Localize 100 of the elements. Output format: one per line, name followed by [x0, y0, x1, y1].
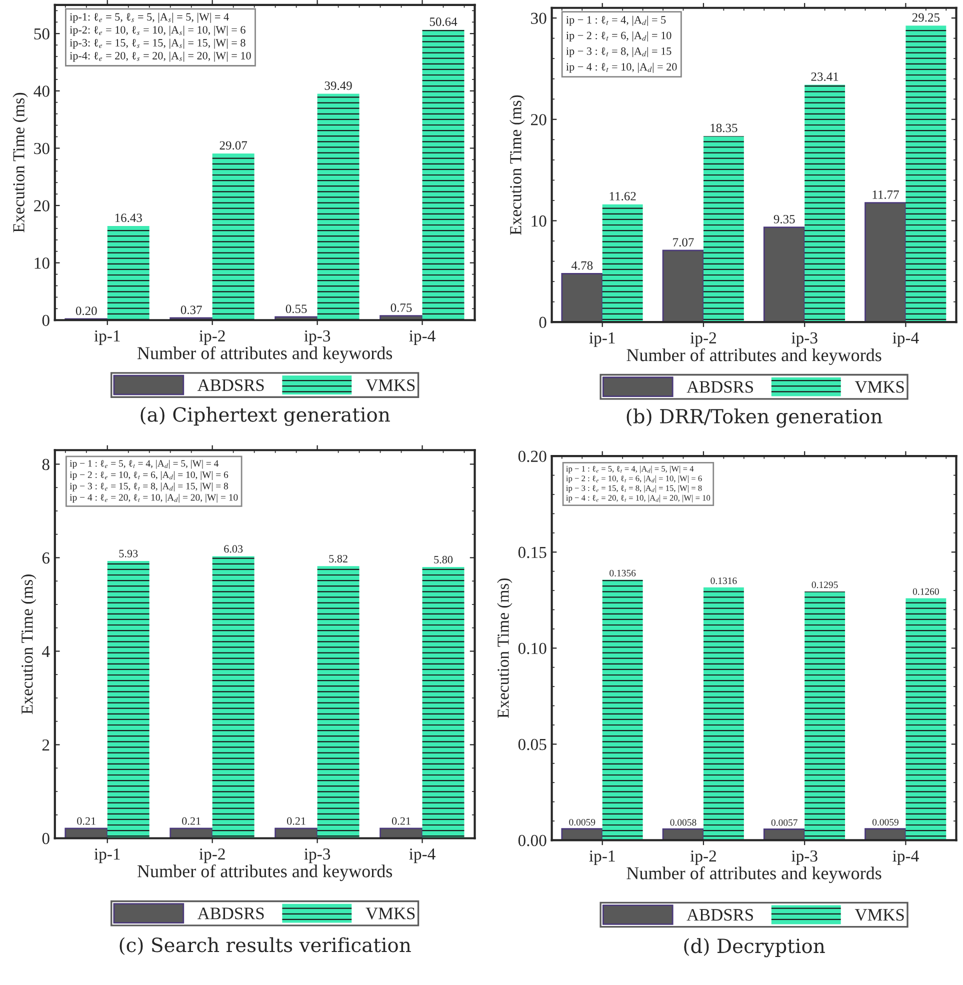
data-label: 0.1260: [912, 588, 939, 595]
text: (b) DRR/Token generation: [626, 408, 882, 428]
data-label: 0.1295: [812, 582, 838, 588]
annotation: ip-3: ℓ$_{e}$ = 15, ℓ$_{s}$ = 15, |A$_{s}$| = 15, |W| = 8: [70, 38, 246, 49]
legend-label: ABDSRS: [197, 379, 264, 391]
annotation: ip-4: ℓ$_{e}$ = 20, ℓ$_{s}$ = 20, |A$_{s}$| = 20, |W| = 10: [70, 52, 251, 62]
annotation: ip − 4 : ℓ$_{e}$ = 20, ℓ$_{t}$ = 10, |A$_{d}$| = 20, |W| = 10: [566, 494, 710, 502]
data-label: 0.21: [287, 817, 306, 825]
x-axis-title: Number of attributes and keywords: [626, 348, 882, 365]
y-tick-label: 0: [539, 316, 546, 328]
data-label: 50.64: [430, 18, 458, 26]
annotation: ip-2: ℓ$_{e}$ = 10, ℓ$_{s}$ = 10, |A$_{s}$| = 10, |W| = 6: [70, 26, 246, 36]
x-tick-label: ip-1: [94, 848, 120, 864]
x-tick-label: ip-2: [690, 850, 716, 866]
data-label: 0.0058: [670, 819, 696, 826]
annotation: ip − 1 : ℓ$_{t}$ = 4, |A$_{d}$| = 5: [566, 16, 666, 26]
data-label: 5.93: [119, 550, 138, 558]
data-label: 0.0059: [569, 818, 596, 826]
x-tick-label: ip-4: [409, 848, 436, 864]
y-tick-label: 4: [42, 646, 50, 657]
text: (a) Ciphertext generation: [140, 406, 390, 426]
legend-label: ABDSRS: [686, 381, 753, 393]
annotation: ip − 3 : ℓ$_{e}$ = 15, ℓ$_{t}$ = 8, |A$_{d}$| = 15, |W| = 8: [566, 485, 702, 493]
x-tick-label: ip-4: [409, 330, 436, 345]
x-tick-label: ip-2: [199, 848, 225, 864]
data-label: 0.1356: [610, 570, 636, 576]
y-tick-label: 10: [532, 215, 546, 227]
legend-label: VMKS: [854, 909, 904, 921]
x-tick-label: ip-2: [690, 332, 716, 347]
y-tick-label: 0.10: [518, 642, 546, 654]
data-label: 23.41: [811, 72, 838, 81]
x-tick-label: ip-2: [199, 330, 225, 345]
y-tick-label: 10: [34, 258, 50, 269]
y-tick-label: 6: [42, 552, 50, 564]
y-tick-label: 30: [34, 142, 50, 154]
data-label: 11.62: [610, 192, 636, 200]
data-label: 6.03: [224, 545, 243, 553]
annotation: ip − 1 : ℓ$_{e}$ = 5, ℓ$_{t}$ = 4, |A$_{d}$| = 5, |W| = 4: [70, 460, 219, 469]
data-label: 0.0057: [771, 819, 798, 826]
data-label: 29.25: [912, 13, 940, 22]
y-tick-label: 0.20: [518, 450, 546, 462]
annotation: ip-1: ℓ$_{e}$ = 5, ℓ$_{s}$ = 5, |A$_{s}$| = 5, |W| = 4: [70, 12, 229, 23]
legend-label: ABDSRS: [197, 908, 264, 920]
y-tick-label: 8: [42, 458, 50, 470]
x-tick-label: ip-1: [94, 330, 120, 345]
annotation: ip − 3 : ℓ$_{t}$ = 8, |A$_{d}$| = 15: [566, 47, 672, 58]
data-label: 29.07: [220, 141, 248, 150]
data-label: 0.21: [392, 817, 410, 825]
y-tick-label: 20: [531, 114, 546, 126]
legend-label: ABDSRS: [686, 909, 753, 921]
data-label: 5.80: [434, 556, 453, 564]
y-tick-label: 30: [531, 12, 546, 24]
x-tick-label: ip-4: [892, 850, 919, 866]
y-tick-label: 0: [42, 314, 50, 326]
data-label: 18.35: [710, 124, 738, 132]
y-axis-title: Execution Time (ms): [510, 95, 525, 235]
y-tick-label: 20: [34, 200, 50, 212]
x-axis-title: Number of attributes and keywords: [137, 864, 392, 882]
x-axis-title: Number of attributes and keywords: [626, 866, 882, 884]
annotation: ip − 4 : ℓ$_{t}$ = 10, |A$_{d}$| = 20: [566, 62, 677, 73]
data-label: 0.21: [77, 817, 96, 825]
x-tick-label: ip-3: [304, 330, 330, 345]
legend-label: VMKS: [366, 908, 415, 920]
x-tick-label: ip-1: [589, 332, 615, 347]
data-label: 0.20: [76, 306, 97, 316]
annotation: ip − 2 : ℓ$_{e}$ = 10, ℓ$_{t}$ = 6, |A$_{d}$| = 10, |W| = 6: [566, 475, 702, 483]
y-tick-label: 0.15: [518, 546, 546, 558]
data-label: 0.1316: [710, 578, 737, 584]
y-tick-label: 0.00: [518, 834, 546, 846]
annotation: ip − 1 : ℓ$_{e}$ = 5, ℓ$_{t}$ = 4, |A$_{d}$| = 5, |W| = 4: [566, 466, 694, 474]
y-axis-title: Execution Time (ms): [21, 574, 36, 714]
data-label: 0.37: [180, 306, 202, 314]
annotation: ip − 2 : ℓ$_{t}$ = 6, |A$_{d}$| = 10: [566, 31, 672, 42]
y-tick-label: 40: [34, 86, 50, 97]
x-tick-label: ip-3: [792, 850, 818, 866]
x-tick-label: ip-3: [792, 332, 818, 347]
data-label: 0.55: [286, 304, 307, 314]
text: (d) Decryption: [684, 938, 825, 958]
y-axis-title: Execution Time (ms): [12, 92, 28, 232]
y-tick-label: 50: [34, 28, 50, 40]
data-label: 5.82: [329, 554, 348, 563]
data-label: 4.78: [571, 261, 593, 270]
legend-label: VMKS: [854, 381, 904, 393]
x-tick-label: ip-1: [589, 850, 615, 866]
x-axis-title: Number of attributes and keywords: [137, 346, 392, 363]
y-tick-label: 0.05: [518, 738, 546, 750]
y-tick-label: 0: [42, 832, 50, 844]
annotation: ip − 2 : ℓ$_{e}$ = 10, ℓ$_{t}$ = 6, |A$_{d}$| = 10, |W| = 6: [70, 471, 228, 480]
annotation: ip − 3 : ℓ$_{e}$ = 15, ℓ$_{t}$ = 8, |A$_{d}$| = 15, |W| = 8: [70, 482, 228, 492]
annotation: ip − 4 : ℓ$_{e}$ = 20, ℓ$_{t}$ = 10, |A$_{d}$| = 20, |W| = 10: [70, 494, 238, 503]
y-axis-title: Execution Time (ms): [497, 578, 512, 718]
data-label: 39.49: [324, 81, 352, 90]
data-label: 0.75: [390, 303, 412, 312]
y-tick-label: 2: [42, 739, 50, 750]
x-tick-label: ip-3: [304, 848, 330, 864]
legend-label: VMKS: [366, 379, 415, 392]
text: (c) Search results verification: [120, 937, 411, 955]
data-label: 11.77: [872, 190, 899, 199]
data-label: 9.35: [774, 214, 795, 224]
data-label: 0.0059: [872, 818, 898, 826]
